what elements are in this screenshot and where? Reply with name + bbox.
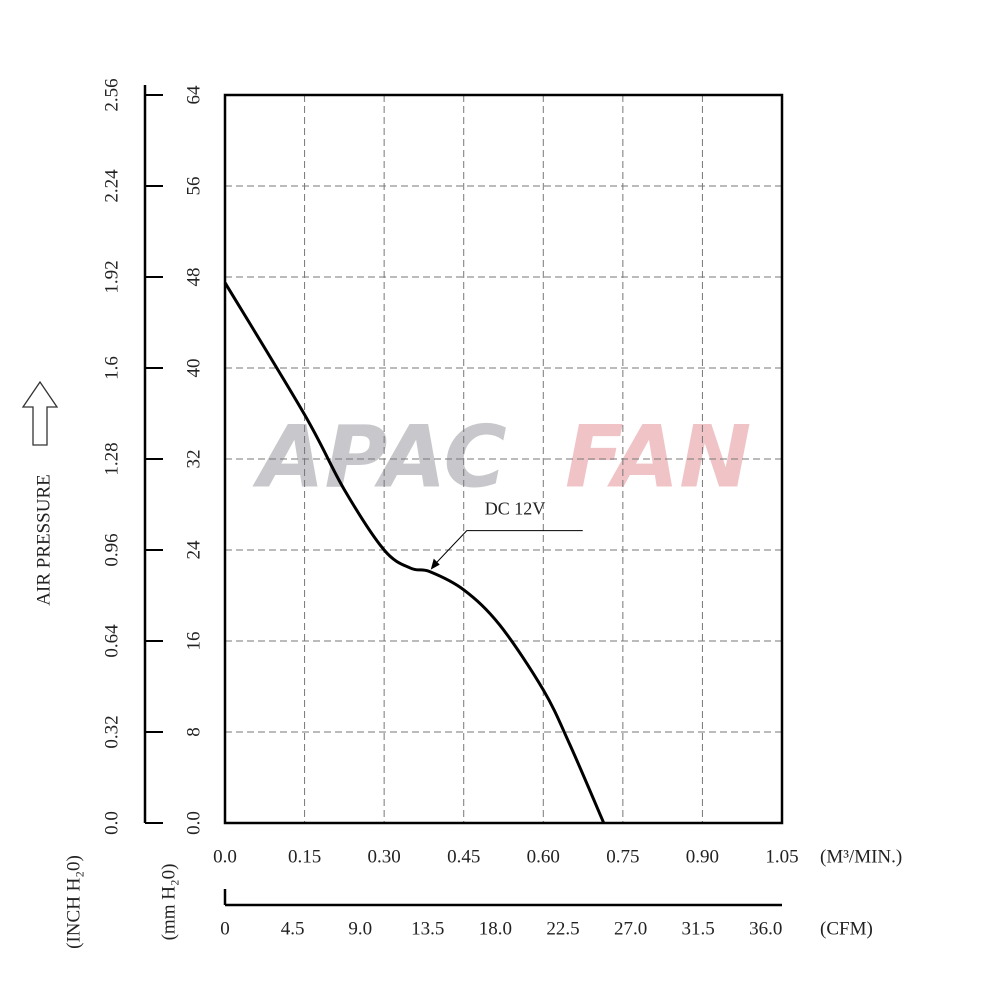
y-tick-label: 0.0: [183, 811, 204, 835]
x2-tick-label: 4.5: [281, 918, 305, 939]
y-tick-label: 64: [183, 85, 204, 105]
y-tick-label: 56: [183, 177, 204, 196]
y-tick-label: 16: [183, 632, 204, 651]
x2-tick-label: 0: [220, 918, 230, 939]
y-unit-label: (mm H₂0): [158, 864, 179, 941]
x-axis-label: (M³/MIN.): [820, 846, 902, 867]
x-tick-label: 0.75: [606, 846, 639, 867]
arrow-icon: [21, 380, 59, 446]
y2-tick-label: 0.96: [101, 533, 122, 566]
curve: [223, 281, 606, 824]
y-tick-label: 24: [183, 540, 204, 560]
plot-frame: [223, 93, 784, 825]
y2-unit-label: (INCH H₂0): [63, 855, 84, 949]
x-tick-label: 0.60: [527, 846, 560, 867]
watermark: FAN: [565, 407, 751, 507]
y2-tick-label: 1.28: [101, 442, 122, 475]
x-tick-label: 0.90: [686, 846, 719, 867]
watermark: APAC: [252, 407, 507, 507]
y-axis-label: AIR PRESSURE: [33, 474, 54, 605]
x2-tick-label: 31.5: [682, 918, 715, 939]
x-tick-label: 1.05: [765, 846, 798, 867]
y-tick-label: 40: [183, 359, 204, 378]
y-tick-label: 8: [183, 727, 204, 737]
y2-tick-label: 2.56: [101, 78, 122, 111]
x2-axis-label: (CFM): [820, 918, 873, 939]
y2-tick-label: 0.64: [101, 624, 122, 658]
x2-tick-label: 18.0: [479, 918, 512, 939]
y2-tick-label: 2.24: [101, 169, 122, 203]
x-tick-label: 0.30: [368, 846, 401, 867]
x-tick-label: 0.45: [447, 846, 480, 867]
y-tick-label: 32: [183, 450, 204, 469]
x-tick-label: 0.15: [288, 846, 321, 867]
x2-tick-label: 22.5: [546, 918, 579, 939]
annotation-leader: [431, 530, 583, 568]
x2-tick-label: 13.5: [411, 918, 444, 939]
x2-tick-label: 36.0: [749, 918, 782, 939]
x2-tick-label: 9.0: [348, 918, 372, 939]
y2-tick-label: 1.92: [101, 260, 122, 293]
x2-tick-label: 27.0: [614, 918, 647, 939]
annotation-arrow: [430, 558, 440, 570]
y2-tick-label: 0.32: [101, 715, 122, 748]
annotation-label: DC 12V: [485, 499, 546, 519]
y2-tick-label: 0.0: [101, 811, 122, 835]
y2-tick-label: 1.6: [101, 356, 122, 380]
y-tick-label: 48: [183, 268, 204, 287]
x-tick-label: 0.0: [213, 846, 237, 867]
